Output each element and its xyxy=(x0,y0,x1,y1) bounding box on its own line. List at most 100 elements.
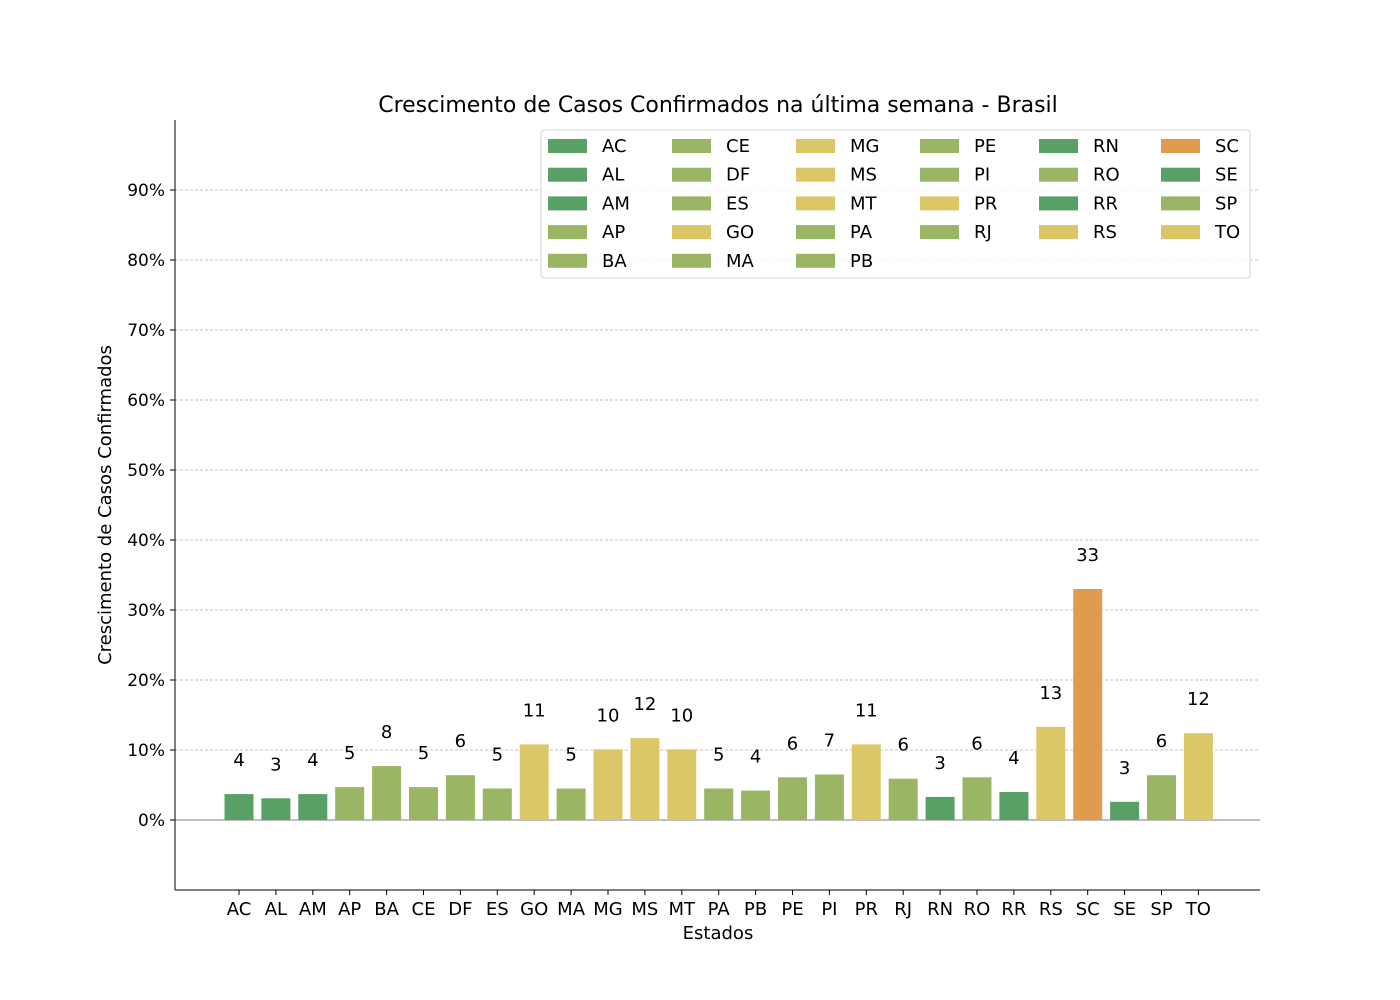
x-tick-label: DF xyxy=(448,899,472,920)
bar xyxy=(593,749,623,820)
y-tick-label: 10% xyxy=(127,741,165,761)
legend-swatch xyxy=(1161,196,1200,211)
x-tick-label: SE xyxy=(1113,899,1136,920)
x-tick-label: RJ xyxy=(894,899,912,920)
bar xyxy=(925,796,955,820)
legend-label: DF xyxy=(726,165,750,186)
bar-value-label: 11 xyxy=(523,700,546,721)
legend-label: RR xyxy=(1093,193,1118,214)
x-tick-label: TO xyxy=(1185,899,1211,920)
y-tick-label: 80% xyxy=(127,251,165,271)
bar xyxy=(1147,775,1176,820)
x-tick-label: AP xyxy=(338,899,361,920)
legend-label: MS xyxy=(850,165,877,186)
bar xyxy=(1110,801,1140,820)
legend-label: AC xyxy=(602,136,627,157)
x-tick-label: AL xyxy=(265,899,287,920)
bar xyxy=(778,777,807,820)
y-tick-label: 30% xyxy=(127,601,165,621)
bar-value-label: 3 xyxy=(270,754,281,775)
bar xyxy=(962,777,992,820)
bar-value-label: 5 xyxy=(492,745,503,766)
y-tick-label: 60% xyxy=(127,391,165,411)
legend-label: RO xyxy=(1093,165,1120,186)
bar-value-label: 5 xyxy=(565,745,576,766)
bar xyxy=(409,787,438,820)
legend-swatch xyxy=(548,225,587,240)
x-tick-label: GO xyxy=(520,899,548,920)
legend-label: RJ xyxy=(974,222,992,243)
bar-value-label: 6 xyxy=(787,733,798,754)
bar-value-label: 5 xyxy=(713,745,724,766)
legend-label: ES xyxy=(726,193,749,214)
bar xyxy=(667,749,697,820)
bar-value-label: 5 xyxy=(418,743,429,764)
legend-swatch xyxy=(796,196,835,211)
bar xyxy=(704,788,734,820)
x-tick-label: MG xyxy=(593,899,622,920)
bar xyxy=(298,794,328,820)
legend-label: AM xyxy=(602,193,630,214)
bar-value-label: 6 xyxy=(971,733,982,754)
x-tick-label: PA xyxy=(708,899,731,920)
x-tick-label: RS xyxy=(1039,899,1063,920)
bar-value-label: 10 xyxy=(597,705,620,726)
legend-swatch xyxy=(1161,225,1200,240)
legend-swatch xyxy=(920,196,959,211)
legend-swatch xyxy=(672,225,711,240)
bar-value-label: 6 xyxy=(455,731,466,752)
legend-label: SP xyxy=(1215,193,1237,214)
legend-swatch xyxy=(920,139,959,153)
legend-swatch xyxy=(672,139,711,153)
legend-label: AL xyxy=(602,165,624,186)
bar-value-label: 11 xyxy=(855,700,878,721)
bar-value-label: 13 xyxy=(1039,683,1062,704)
bar xyxy=(224,794,254,820)
legend-swatch xyxy=(920,225,959,240)
legend-label: MG xyxy=(850,136,879,157)
legend-label: RN xyxy=(1093,136,1119,157)
legend-swatch xyxy=(672,196,711,211)
bar xyxy=(630,738,660,820)
bar-value-label: 4 xyxy=(307,750,318,771)
x-axis-label: Estados xyxy=(683,923,754,944)
legend-swatch xyxy=(548,139,587,153)
legend-label: PR xyxy=(974,193,997,214)
x-tick-label: PR xyxy=(855,899,878,920)
y-tick-label: 20% xyxy=(127,671,165,691)
bar-value-label: 33 xyxy=(1076,545,1099,566)
legend-box xyxy=(540,129,1251,279)
legend-label: MT xyxy=(850,193,878,214)
legend-label: PA xyxy=(850,222,873,243)
legend-label: PI xyxy=(974,165,990,186)
legend-label: BA xyxy=(602,251,627,272)
legend-label: MA xyxy=(726,251,755,272)
legend-swatch xyxy=(796,225,835,240)
legend-swatch xyxy=(548,167,587,182)
x-tick-label: MA xyxy=(557,899,586,920)
legend-swatch xyxy=(796,139,835,153)
bar xyxy=(261,798,291,820)
y-tick-label: 90% xyxy=(127,181,165,201)
bar-value-label: 4 xyxy=(750,747,761,768)
bar-value-label: 5 xyxy=(344,743,355,764)
bar xyxy=(335,787,365,820)
x-tick-label: RO xyxy=(964,899,991,920)
bar-value-label: 12 xyxy=(633,694,656,715)
legend-swatch xyxy=(920,167,959,182)
legend-swatch xyxy=(1039,167,1078,182)
x-tick-label: CE xyxy=(412,899,436,920)
legend-label: SE xyxy=(1215,165,1238,186)
legend-label: PE xyxy=(974,136,996,157)
bar xyxy=(888,778,918,820)
legend-swatch xyxy=(1039,225,1078,240)
bar-value-label: 3 xyxy=(934,753,945,774)
y-tick-label: 0% xyxy=(138,811,165,831)
legend-swatch xyxy=(548,196,587,211)
bar xyxy=(482,788,512,820)
bar-value-label: 10 xyxy=(670,705,693,726)
legend-label: SC xyxy=(1215,136,1239,157)
